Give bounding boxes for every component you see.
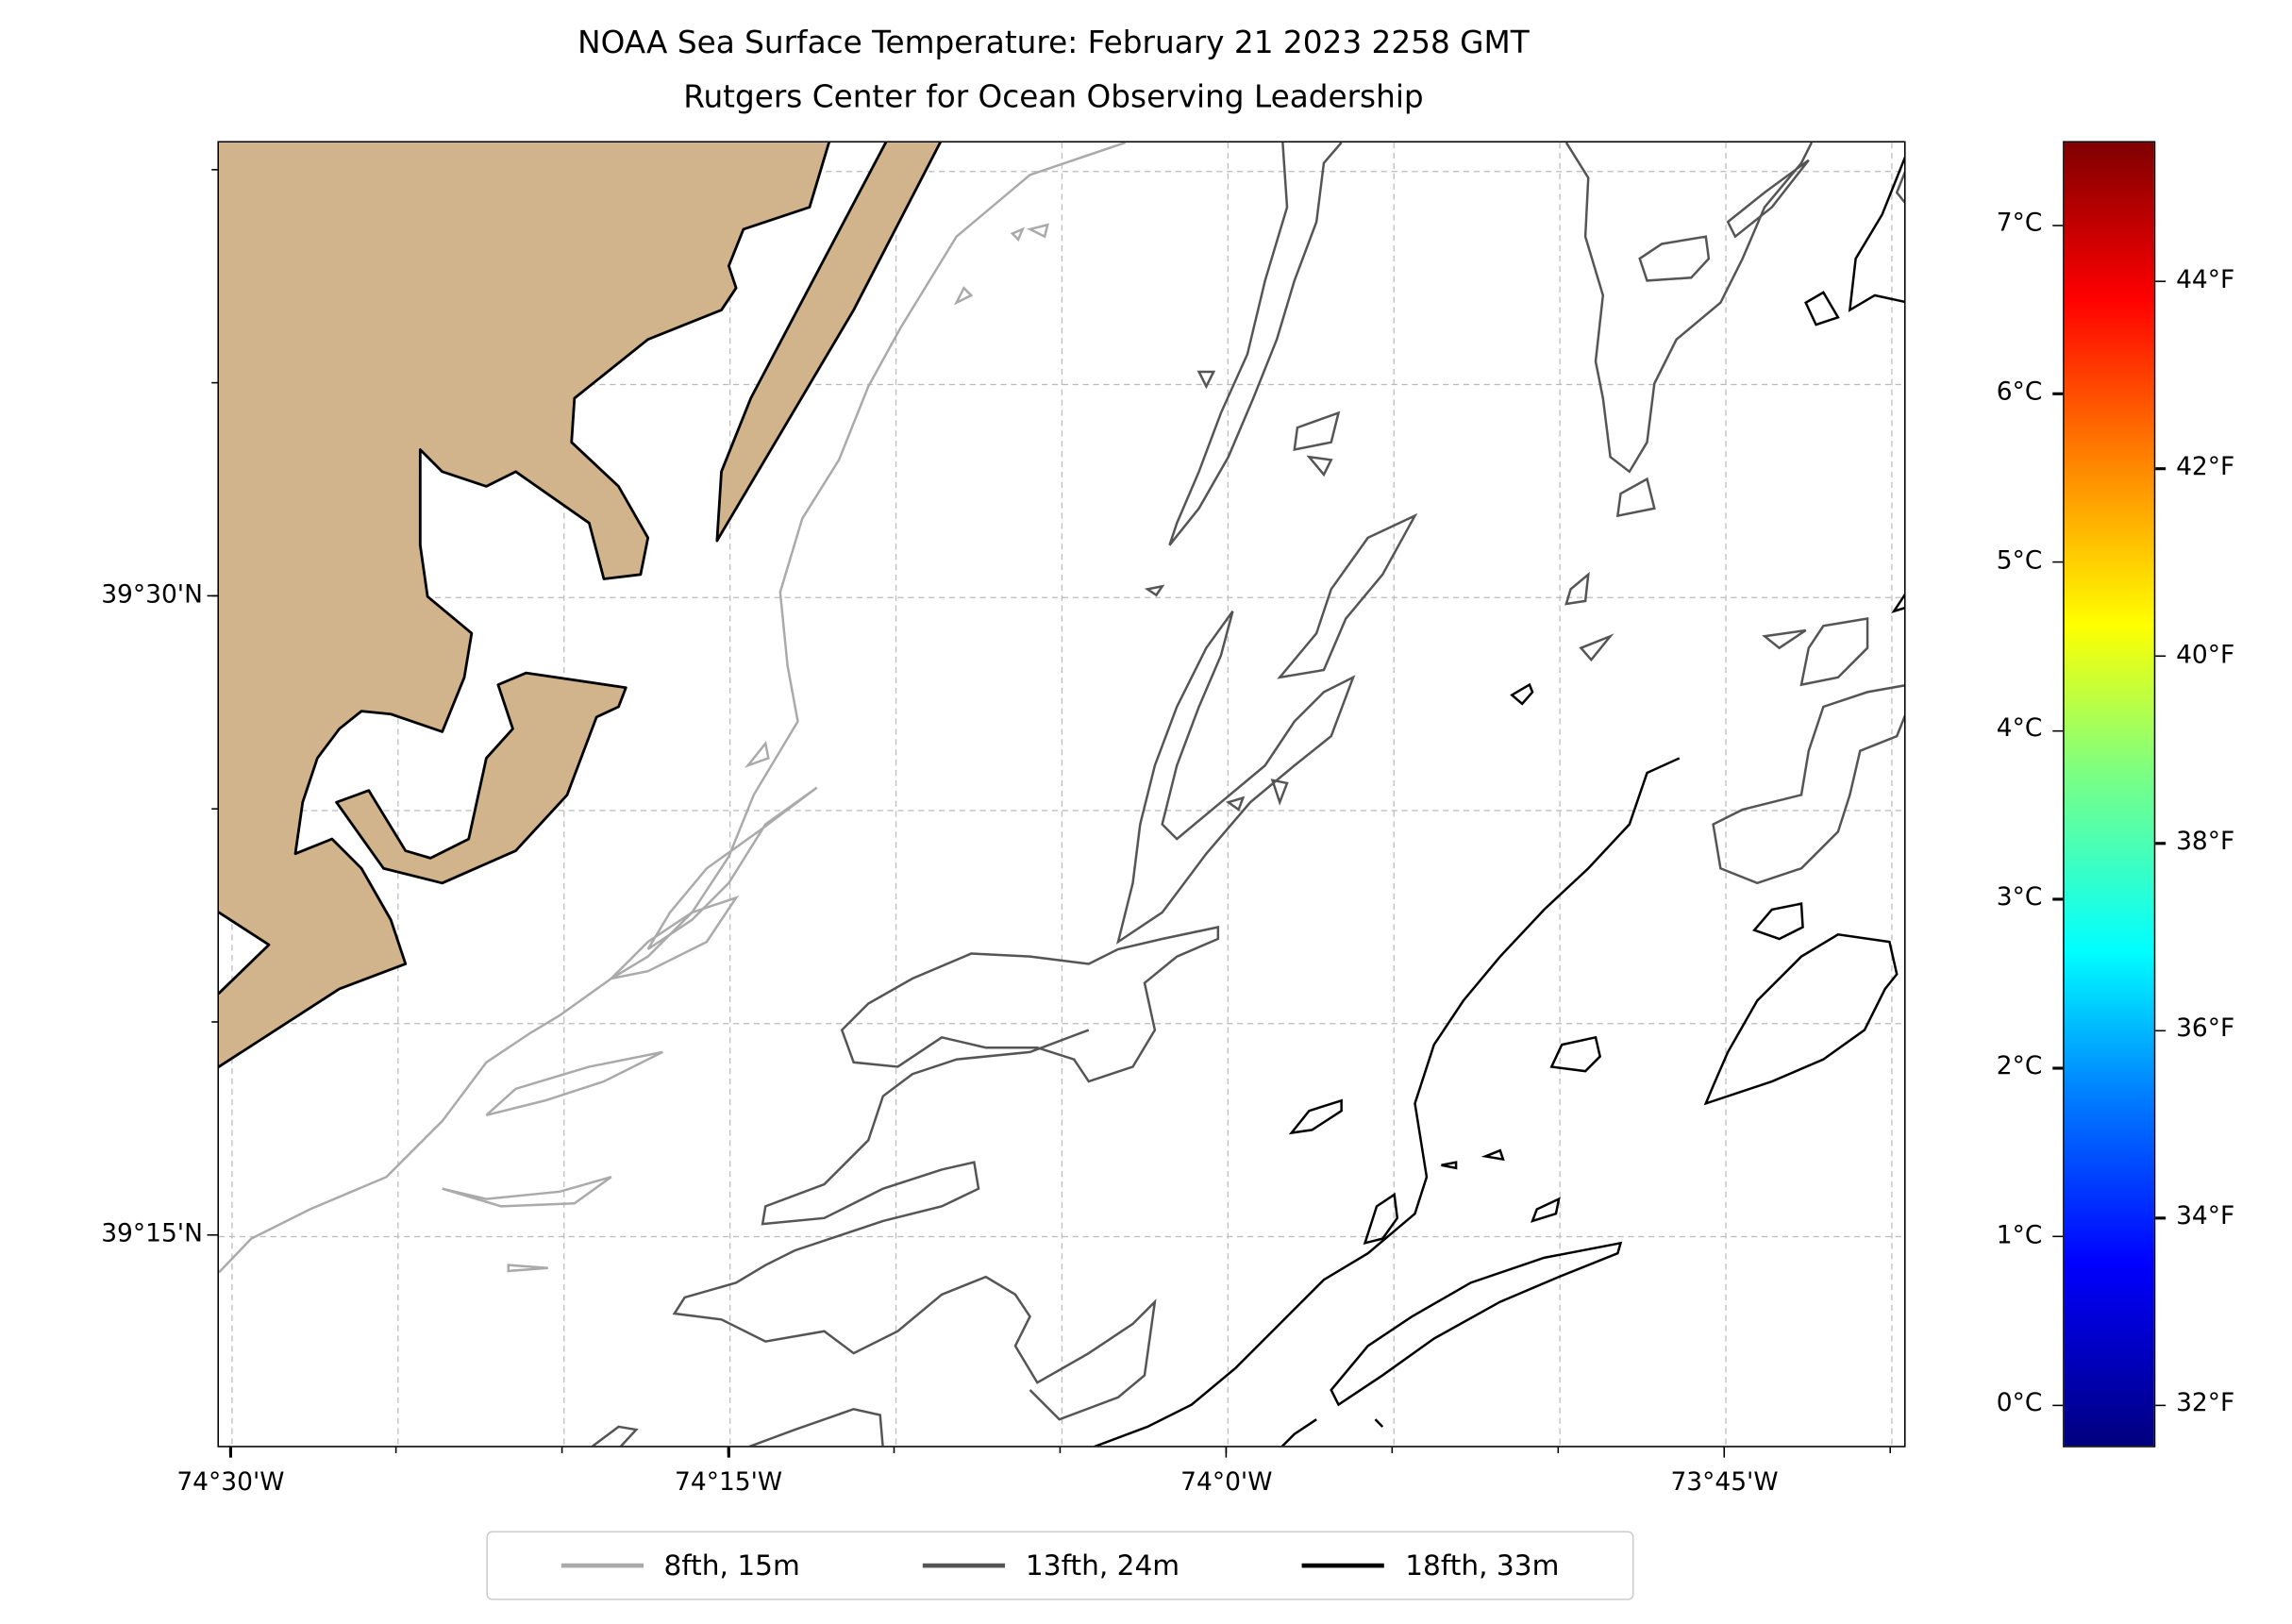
colorbar-celsius-tick: [2052, 393, 2064, 395]
colorbar-fahrenheit-label: 36°F: [2176, 1014, 2235, 1045]
colorbar-fahrenheit-label: 34°F: [2176, 1201, 2235, 1231]
lon-minor-tick: [1889, 1447, 1892, 1453]
lon-major-tick: [1723, 1447, 1726, 1458]
lon-minor-tick: [561, 1447, 563, 1453]
lon-minor-tick: [395, 1447, 398, 1453]
legend-item-8fth: 8fth, 15m: [560, 1549, 800, 1582]
colorbar-celsius-label: 4°C: [1996, 714, 2043, 745]
lon-tick-label: 73°45'W: [1670, 1467, 1779, 1498]
barrier-island-polygon: [715, 142, 942, 543]
lon-tick-label: 74°0'W: [1180, 1467, 1273, 1498]
lon-minor-tick: [894, 1447, 895, 1453]
colorbar-fahrenheit-tick: [2155, 842, 2167, 845]
mainland-polygon: [219, 142, 830, 1069]
colorbar-fahrenheit-label: 44°F: [2176, 265, 2235, 295]
lat-major-tick: [207, 1233, 218, 1236]
map-panel: [217, 141, 1906, 1448]
legend-item-13fth: 13fth, 24m: [922, 1549, 1180, 1582]
peninsula-polygon: [335, 671, 627, 885]
lat-minor-tick: [211, 382, 218, 384]
colorbar-fahrenheit-label: 40°F: [2176, 640, 2235, 670]
colorbar-celsius-tick: [2052, 224, 2064, 226]
map-canvas: [219, 142, 1905, 1447]
contour-18fth: [1093, 156, 1905, 1447]
colorbar-fahrenheit-tick: [2155, 1403, 2167, 1407]
colorbar-celsius-label: 3°C: [1996, 883, 2043, 913]
contour-8fth: [219, 142, 1127, 1274]
legend: 8fth, 15m 13fth, 24m 18fth, 33m: [486, 1531, 1634, 1600]
colorbar-celsius-label: 0°C: [1996, 1388, 2043, 1419]
contour-13fth: [591, 142, 1905, 1447]
colorbar-fahrenheit-label: 32°F: [2176, 1388, 2235, 1419]
colorbar-celsius-tick: [2052, 1235, 2064, 1238]
lon-minor-tick: [1060, 1447, 1062, 1453]
colorbar: [2063, 141, 2156, 1448]
lat-tick-label: 39°30'N: [101, 579, 203, 610]
lon-tick-label: 74°15'W: [675, 1467, 783, 1498]
legend-label: 8fth, 15m: [663, 1549, 800, 1582]
lat-tick-label: 39°15'N: [101, 1218, 203, 1248]
colorbar-fahrenheit-tick: [2155, 467, 2167, 470]
lon-minor-tick: [1391, 1447, 1394, 1453]
lat-minor-tick: [211, 169, 218, 171]
title-line-2: Rutgers Center for Ocean Observing Leade…: [683, 79, 1424, 115]
colorbar-celsius-tick: [2052, 898, 2064, 901]
colorbar-celsius-label: 6°C: [1996, 377, 2043, 408]
colorbar-fahrenheit-label: 38°F: [2176, 827, 2235, 857]
legend-item-18fth: 18fth, 33m: [1302, 1549, 1559, 1582]
colorbar-celsius-tick: [2052, 729, 2064, 732]
colorbar-fahrenheit-tick: [2155, 1030, 2167, 1032]
lon-major-tick: [727, 1447, 730, 1458]
legend-line-13fth: [922, 1564, 1006, 1568]
lat-minor-tick: [211, 808, 218, 811]
lon-tick-label: 74°30'W: [176, 1467, 285, 1498]
lon-minor-tick: [1557, 1447, 1560, 1453]
lon-major-tick: [229, 1447, 232, 1458]
colorbar-celsius-tick: [2052, 1066, 2064, 1069]
colorbar-celsius-label: 5°C: [1996, 545, 2043, 577]
colorbar-celsius-label: 2°C: [1996, 1051, 2043, 1081]
colorbar-celsius-label: 7°C: [1996, 209, 2043, 239]
lat-minor-tick: [211, 1021, 218, 1023]
land: [219, 142, 942, 1069]
colorbar-fahrenheit-label: 42°F: [2176, 452, 2235, 482]
legend-line-8fth: [560, 1564, 644, 1568]
colorbar-celsius-label: 1°C: [1996, 1220, 2043, 1250]
legend-label: 13fth, 24m: [1025, 1549, 1180, 1582]
lat-major-tick: [207, 594, 218, 597]
lon-major-tick: [1225, 1447, 1228, 1458]
colorbar-celsius-tick: [2052, 561, 2064, 564]
legend-label: 18fth, 33m: [1405, 1549, 1560, 1582]
colorbar-fahrenheit-tick: [2155, 1216, 2167, 1219]
title-line-1: NOAA Sea Surface Temperature: February 2…: [577, 25, 1530, 60]
legend-line-18fth: [1302, 1564, 1385, 1568]
colorbar-fahrenheit-tick: [2155, 280, 2167, 283]
colorbar-fahrenheit-tick: [2155, 655, 2167, 658]
colorbar-celsius-tick: [2052, 1403, 2064, 1407]
